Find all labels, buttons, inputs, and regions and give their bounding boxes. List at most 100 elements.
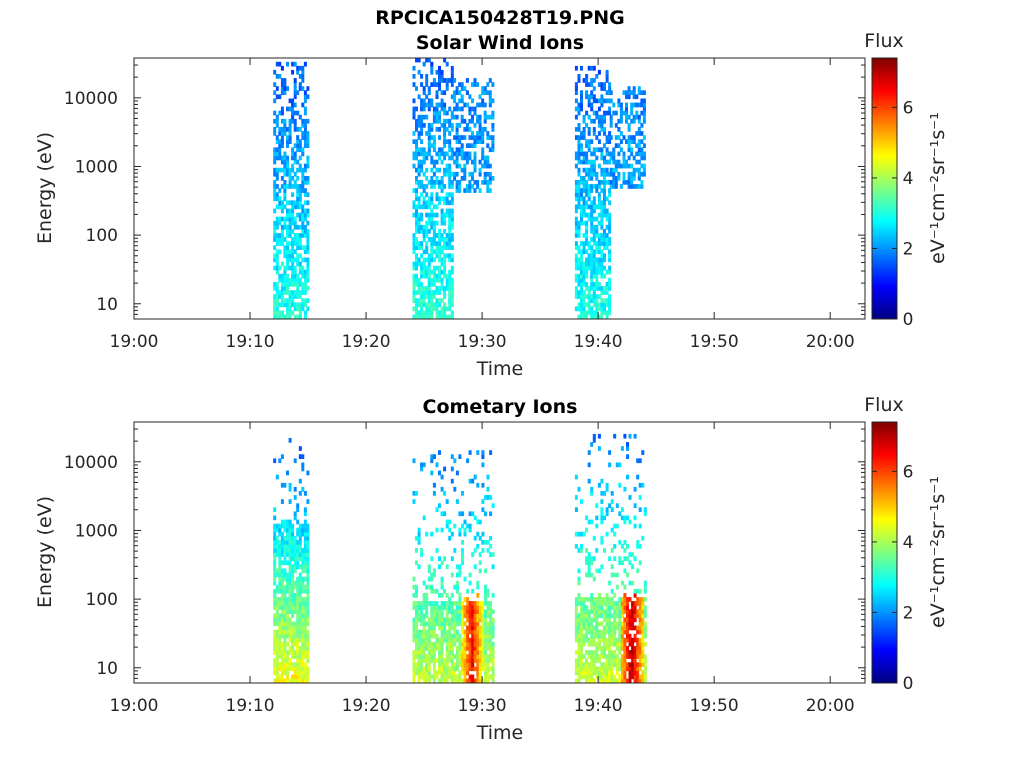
heatmap-cell bbox=[491, 564, 495, 570]
heatmap-cell bbox=[587, 519, 591, 525]
y-tick-label: 10 bbox=[96, 295, 118, 315]
heatmap-cell bbox=[481, 482, 485, 488]
heatmap-cell bbox=[620, 601, 624, 606]
heatmap-cell bbox=[603, 82, 606, 87]
heatmap-cell bbox=[430, 245, 434, 250]
heatmap-cell bbox=[580, 265, 583, 271]
heatmap-cell bbox=[278, 613, 282, 619]
heatmap-cell bbox=[626, 646, 629, 651]
heatmap-cell bbox=[448, 646, 452, 651]
heatmap-cell bbox=[626, 446, 629, 451]
heatmap-cell bbox=[608, 249, 612, 255]
heatmap-cell bbox=[306, 163, 310, 169]
heatmap-cell bbox=[453, 90, 457, 95]
heatmap-cell bbox=[440, 176, 444, 181]
heatmap-cell bbox=[296, 670, 300, 676]
heatmap-cell bbox=[580, 151, 583, 157]
heatmap-cell bbox=[476, 625, 480, 631]
heatmap-cell bbox=[633, 625, 637, 631]
heatmap-cell bbox=[417, 564, 421, 570]
heatmap-cell bbox=[582, 208, 586, 214]
heatmap-cell bbox=[306, 613, 310, 619]
heatmap-cell bbox=[291, 597, 295, 602]
heatmap-cell bbox=[461, 511, 464, 517]
heatmap-cell bbox=[631, 646, 635, 651]
heatmap-cell bbox=[278, 127, 282, 132]
heatmap-cell bbox=[620, 544, 624, 549]
heatmap-cell bbox=[275, 286, 279, 291]
heatmap-cell bbox=[301, 662, 305, 667]
heatmap-cell bbox=[443, 310, 447, 316]
heatmap-cell bbox=[301, 658, 305, 663]
heatmap-cell bbox=[440, 613, 444, 619]
heatmap-cell bbox=[619, 147, 623, 153]
heatmap-cell bbox=[273, 617, 277, 623]
heatmap-cell bbox=[612, 110, 616, 116]
heatmap-cell bbox=[298, 523, 302, 529]
heatmap-cell bbox=[432, 118, 436, 124]
heatmap-cell bbox=[491, 593, 495, 598]
heatmap-cell bbox=[461, 605, 464, 610]
heatmap-cell bbox=[450, 478, 454, 484]
heatmap-cell bbox=[612, 180, 616, 185]
heatmap-cell bbox=[440, 306, 444, 312]
heatmap-cell bbox=[574, 650, 578, 655]
heatmap-cell bbox=[415, 646, 418, 651]
heatmap-cell bbox=[450, 294, 454, 299]
heatmap-cell bbox=[420, 641, 424, 647]
colorbar-tick-label: 2 bbox=[903, 239, 914, 259]
heatmap-cell bbox=[412, 633, 416, 639]
heatmap-cell bbox=[415, 662, 418, 667]
heatmap-cell bbox=[420, 654, 424, 659]
heatmap-cell bbox=[603, 298, 606, 303]
heatmap-cell bbox=[590, 593, 594, 598]
heatmap-cell bbox=[450, 78, 454, 83]
heatmap-cell bbox=[489, 646, 493, 651]
heatmap-cell bbox=[298, 454, 302, 459]
heatmap-cell bbox=[415, 204, 418, 210]
heatmap-cell bbox=[288, 584, 292, 590]
heatmap-cell bbox=[430, 155, 434, 161]
heatmap-cell bbox=[440, 106, 444, 112]
heatmap-cell bbox=[288, 658, 292, 663]
heatmap-cell bbox=[293, 257, 297, 263]
heatmap-cell bbox=[453, 458, 457, 464]
heatmap-cell bbox=[620, 515, 624, 521]
heatmap-cell bbox=[450, 601, 454, 606]
heatmap-cell bbox=[597, 314, 601, 320]
heatmap-cell bbox=[417, 605, 421, 610]
heatmap-cell bbox=[303, 556, 307, 561]
heatmap-cell bbox=[628, 637, 632, 643]
heatmap-cell bbox=[473, 135, 477, 140]
heatmap-cell bbox=[440, 650, 444, 655]
heatmap-cell bbox=[484, 568, 487, 574]
heatmap-cell bbox=[450, 609, 454, 614]
heatmap-cell bbox=[582, 290, 586, 295]
heatmap-cell bbox=[468, 641, 472, 647]
heatmap-cell bbox=[577, 204, 581, 210]
heatmap-cell bbox=[273, 110, 277, 116]
heatmap-cell bbox=[430, 249, 434, 255]
heatmap-cell bbox=[415, 621, 418, 627]
heatmap-cell bbox=[280, 609, 284, 614]
heatmap-cell bbox=[478, 94, 482, 100]
heatmap-cell bbox=[626, 601, 629, 606]
heatmap-cell bbox=[306, 118, 310, 124]
heatmap-cell bbox=[585, 633, 589, 639]
heatmap-cell bbox=[412, 131, 416, 136]
heatmap-cell bbox=[484, 633, 487, 639]
heatmap-cell bbox=[585, 625, 589, 631]
heatmap-cell bbox=[643, 605, 647, 610]
heatmap-cell bbox=[605, 625, 609, 631]
heatmap-cell bbox=[275, 241, 279, 246]
heatmap-cell bbox=[642, 167, 646, 173]
heatmap-cell bbox=[627, 143, 631, 148]
heatmap-cell bbox=[590, 617, 594, 623]
heatmap-cell bbox=[618, 462, 622, 468]
heatmap-cell bbox=[440, 662, 444, 667]
heatmap-cell bbox=[275, 613, 279, 619]
heatmap-cell bbox=[618, 633, 622, 639]
heatmap-cell bbox=[587, 560, 591, 566]
heatmap-cell bbox=[435, 462, 439, 468]
